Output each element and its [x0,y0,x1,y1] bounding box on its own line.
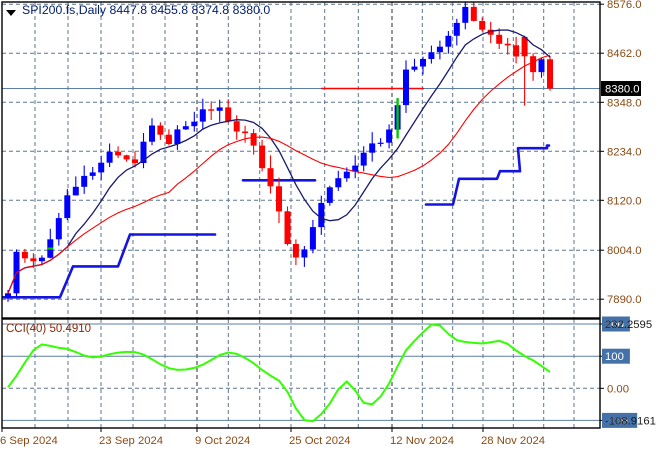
svg-text:12 Nov 2024: 12 Nov 2024 [390,435,454,447]
svg-text:8576.0: 8576.0 [607,0,642,11]
svg-text:-108.9161: -108.9161 [605,415,656,427]
svg-text:100: 100 [605,351,624,363]
svg-text:0.00: 0.00 [607,383,629,395]
svg-text:8120.0: 8120.0 [607,195,642,207]
svg-text:8348.0: 8348.0 [607,97,642,109]
svg-text:23 Sep 2024: 23 Sep 2024 [99,435,163,447]
svg-text:SPI200.fs,Daily 8447.8 8455.: SPI200.fs,Daily 8447.8 8455.8 8374.8 838… [22,3,270,17]
svg-text:8004.0: 8004.0 [607,245,642,257]
svg-text:232.2595: 232.2595 [605,319,652,331]
svg-text:8234.0: 8234.0 [607,146,642,158]
svg-text:CCI(40) 50.4910: CCI(40) 50.4910 [6,323,91,335]
svg-text:25 Oct 2024: 25 Oct 2024 [289,435,351,447]
svg-text:7890.0: 7890.0 [607,294,642,306]
svg-text:8380.0: 8380.0 [605,84,640,96]
svg-text:8462.0: 8462.0 [607,48,642,60]
svg-text:28 Nov 2024: 28 Nov 2024 [481,435,545,447]
svg-text:9 Oct 2024: 9 Oct 2024 [195,435,250,447]
svg-text:6 Sep 2024: 6 Sep 2024 [0,435,58,447]
